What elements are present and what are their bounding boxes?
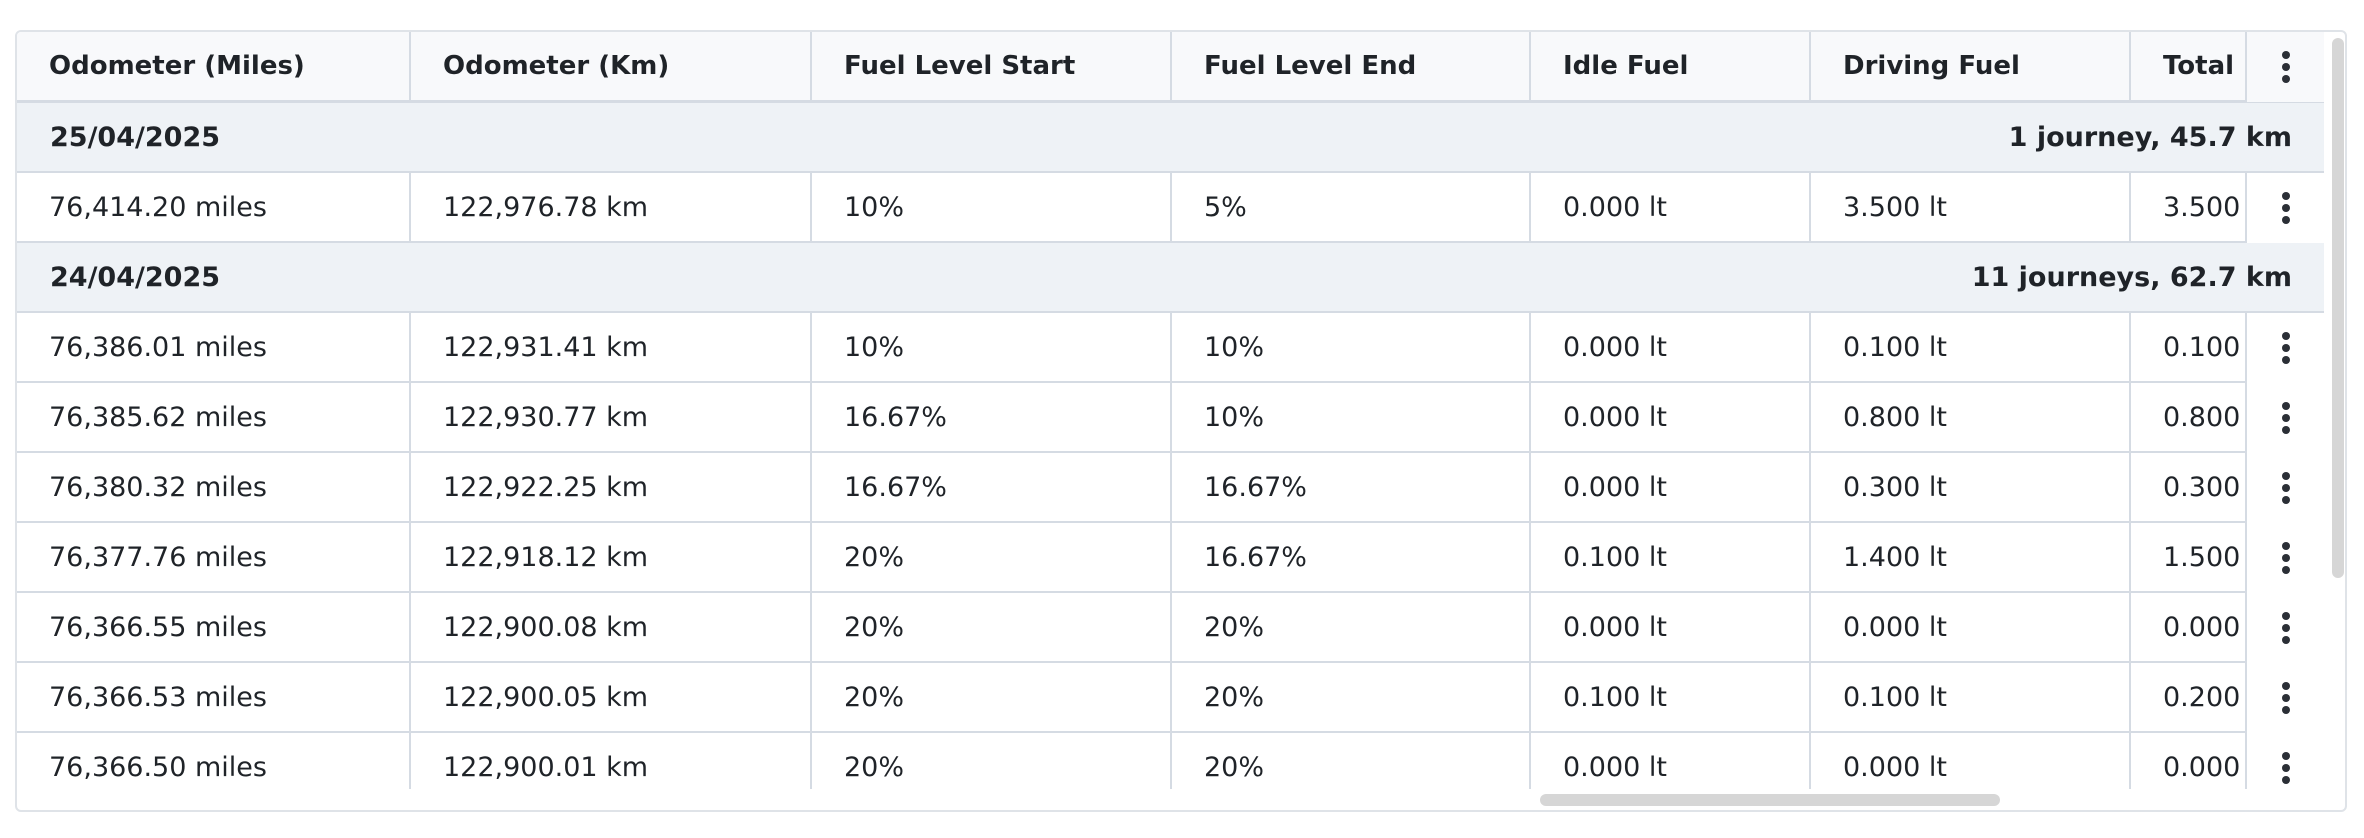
cell: 76,386.01 miles — [17, 313, 411, 381]
cell: 5% — [1172, 173, 1531, 241]
row-actions-button[interactable] — [2245, 453, 2324, 523]
cell: 0.000 lt — [1531, 593, 1811, 661]
kebab-icon — [2281, 51, 2290, 83]
data-row: 76,414.20 miles 122,976.78 km 10% 5% 0.000 l… — [17, 173, 2324, 243]
cell: 122,931.41 km — [411, 313, 812, 381]
cell: 122,922.25 km — [411, 453, 812, 521]
cell: 0.000 lt — [1531, 733, 1811, 789]
cell: 16.67% — [812, 453, 1172, 521]
data-row: 76,366.53 miles 122,900.05 km 20% 20% 0.100 … — [17, 663, 2324, 733]
kebab-icon — [2281, 752, 2290, 784]
cell: 122,900.08 km — [411, 593, 812, 661]
group-date: 25/04/2025 — [50, 121, 221, 153]
row-actions-button[interactable] — [2245, 32, 2324, 102]
kebab-icon — [2281, 542, 2290, 574]
cell: 20% — [1172, 593, 1531, 661]
cell: 76,385.62 miles — [17, 383, 411, 451]
cell: 16.67% — [812, 383, 1172, 451]
kebab-icon — [2281, 332, 2290, 364]
cell: 20% — [812, 523, 1172, 591]
cell: 0.100 lt — [1811, 313, 2131, 381]
column-header[interactable]: Odometer (Km) — [411, 32, 812, 100]
cell: 10% — [812, 173, 1172, 241]
cell: 0.000 lt — [1531, 453, 1811, 521]
column-header[interactable]: Fuel Level End — [1172, 32, 1531, 100]
kebab-icon — [2281, 612, 2290, 644]
header-row: Odometer (Miles) Odometer (Km) Fuel Level … — [17, 32, 2324, 103]
cell: 76,366.53 miles — [17, 663, 411, 731]
cell: 122,930.77 km — [411, 383, 812, 451]
cell: 0.100 lt — [1531, 523, 1811, 591]
cell: 122,976.78 km — [411, 173, 812, 241]
row-actions-button[interactable] — [2245, 173, 2324, 243]
cell: 3.500 lt — [1811, 173, 2131, 241]
cell: 16.67% — [1172, 523, 1531, 591]
cell: 0.100 lt — [1811, 663, 2131, 731]
column-header[interactable]: Fuel Level Start — [812, 32, 1172, 100]
column-header[interactable]: Idle Fuel — [1531, 32, 1811, 100]
cell: 20% — [1172, 733, 1531, 789]
data-row: 76,386.01 miles 122,931.41 km 10% 10% 0.000 … — [17, 313, 2324, 383]
cell: 122,918.12 km — [411, 523, 812, 591]
row-actions-button[interactable] — [2245, 383, 2324, 453]
cell: 76,377.76 miles — [17, 523, 411, 591]
horizontal-scrollbar[interactable] — [1540, 794, 2000, 806]
kebab-icon — [2281, 402, 2290, 434]
kebab-icon — [2281, 682, 2290, 714]
cell: 10% — [1172, 383, 1531, 451]
group-row: 24/04/2025 11 journeys, 62.7 km — [17, 243, 2324, 313]
cell: 122,900.01 km — [411, 733, 812, 789]
column-header[interactable]: Driving Fuel — [1811, 32, 2131, 100]
data-row: 76,380.32 miles 122,922.25 km 16.67% 16.67%… — [17, 453, 2324, 523]
row-actions-button[interactable] — [2245, 733, 2324, 789]
data-row: 76,366.50 miles 122,900.01 km 20% 20% 0.000 … — [17, 733, 2324, 789]
cell: 10% — [1172, 313, 1531, 381]
group-row: 25/04/2025 1 journey, 45.7 km — [17, 103, 2324, 173]
row-actions-button[interactable] — [2245, 593, 2324, 663]
row-actions-button[interactable] — [2245, 523, 2324, 593]
cell: 20% — [1172, 663, 1531, 731]
cell: 0.000 lt — [1531, 173, 1811, 241]
data-grid: Odometer (Miles) Odometer (Km) Fuel Level … — [15, 30, 2347, 812]
cell: 0.000 lt — [1531, 313, 1811, 381]
cell: 0.000 lt — [1531, 383, 1811, 451]
kebab-icon — [2281, 472, 2290, 504]
cell: 1.400 lt — [1811, 523, 2131, 591]
cell: 0.000 lt — [1811, 593, 2131, 661]
data-row: 76,385.62 miles 122,930.77 km 16.67% 10% 0.0… — [17, 383, 2324, 453]
cell: 0.100 lt — [1531, 663, 1811, 731]
cell: 20% — [812, 593, 1172, 661]
cell: 20% — [812, 663, 1172, 731]
kebab-icon — [2281, 192, 2290, 224]
group-summary: 1 journey, 45.7 km — [2008, 121, 2292, 153]
group-date: 24/04/2025 — [50, 261, 221, 293]
row-actions-button[interactable] — [2245, 313, 2324, 383]
grid-viewport: Odometer (Miles) Odometer (Km) Fuel Level … — [17, 32, 2324, 789]
cell: 0.800 lt — [1811, 383, 2131, 451]
group-summary: 11 journeys, 62.7 km — [1971, 261, 2292, 293]
cell: 76,366.50 miles — [17, 733, 411, 789]
cell: 10% — [812, 313, 1172, 381]
cell: 122,900.05 km — [411, 663, 812, 731]
vertical-scrollbar[interactable] — [2332, 38, 2344, 578]
data-row: 76,366.55 miles 122,900.08 km 20% 20% 0.000 … — [17, 593, 2324, 663]
cell: 20% — [812, 733, 1172, 789]
data-row: 76,377.76 miles 122,918.12 km 20% 16.67% 0.1… — [17, 523, 2324, 593]
cell: 76,366.55 miles — [17, 593, 411, 661]
cell: 76,380.32 miles — [17, 453, 411, 521]
cell: 0.300 lt — [1811, 453, 2131, 521]
cell: 16.67% — [1172, 453, 1531, 521]
column-header[interactable]: Odometer (Miles) — [17, 32, 411, 100]
row-actions-button[interactable] — [2245, 663, 2324, 733]
cell: 76,414.20 miles — [17, 173, 411, 241]
cell: 0.000 lt — [1811, 733, 2131, 789]
